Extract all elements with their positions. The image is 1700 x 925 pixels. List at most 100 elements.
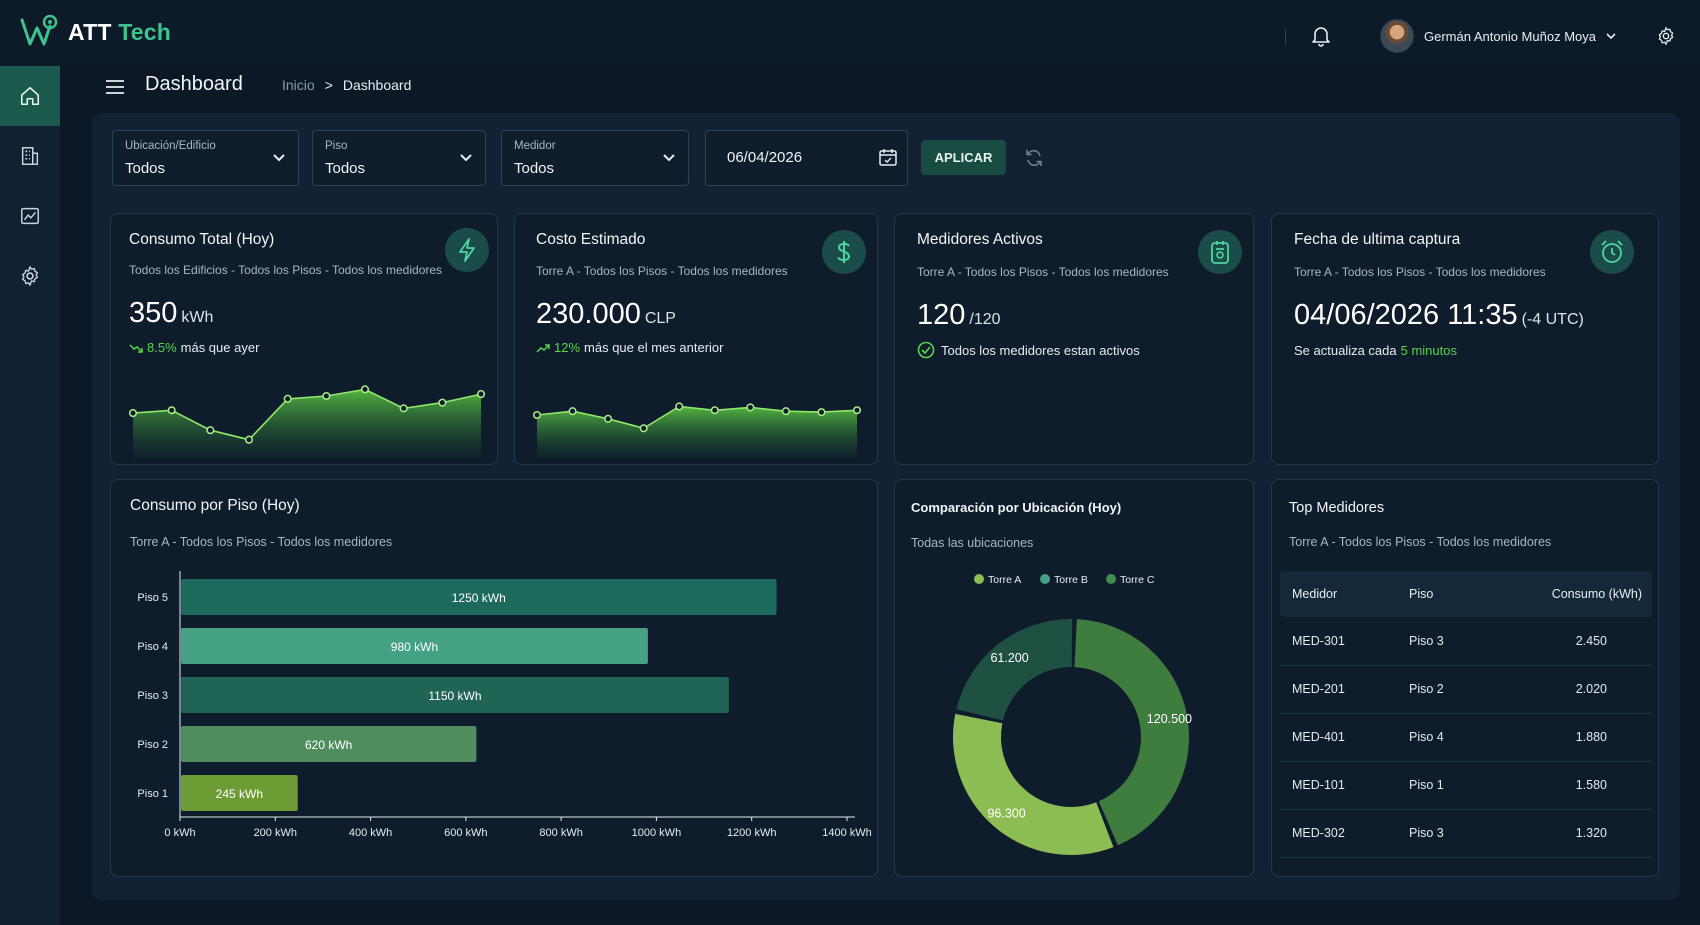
logo-icon <box>20 14 58 46</box>
column-header-consumo[interactable]: Consumo (kWh) <box>1551 587 1642 601</box>
date-field[interactable]: 06/04/2026 <box>705 130 908 186</box>
brand-suffix: Tech <box>118 18 171 45</box>
category-label: Piso 2 <box>137 739 168 751</box>
slice-value-label: 120.500 <box>1147 712 1192 726</box>
meter-select[interactable]: Medidor Todos <box>501 130 689 186</box>
brand-name: ATT <box>68 18 112 45</box>
bar-value-label: 980 kWh <box>391 640 438 654</box>
trend-down-icon <box>129 343 143 353</box>
legend-swatch <box>1106 574 1116 584</box>
meter-select-value: Todos <box>514 160 555 177</box>
bar <box>181 628 648 664</box>
sidebar-item-buildings[interactable] <box>0 126 60 186</box>
donut-slice <box>1074 619 1189 846</box>
floor-chart-card: Consumo por Piso (Hoy) Torre A - Todos l… <box>110 479 878 877</box>
breadcrumb-current: Dashboard <box>342 77 412 93</box>
x-tick-label: 1400 kWh <box>822 827 872 839</box>
location-select-value: Todos <box>125 160 166 177</box>
table-row[interactable]: MED-301 Piso 3 2.450 <box>1280 617 1652 666</box>
category-label: Piso 5 <box>137 592 168 604</box>
location-select[interactable]: Ubicación/Edificio Todos <box>112 130 299 186</box>
donut-slice <box>956 619 1073 721</box>
legend-label: Torre B <box>1054 574 1088 586</box>
calendar-icon[interactable] <box>878 147 898 167</box>
donut-slice <box>953 713 1114 855</box>
medidores-status: Todos los medidores estan activos <box>917 341 1140 359</box>
consumo-value: 350 kWh <box>129 297 214 329</box>
table-header-bg <box>1280 571 1652 617</box>
table-row[interactable]: MED-101 Piso 1 1.580 <box>1280 761 1652 810</box>
card-title: Costo Estimado <box>536 231 646 248</box>
table-row[interactable]: MED-302 Piso 3 1.320 <box>1280 809 1652 858</box>
top-bar <box>0 0 1700 66</box>
chart-icon <box>21 207 39 225</box>
x-tick-label: 800 kWh <box>539 827 582 839</box>
x-tick-label: 400 kWh <box>349 827 392 839</box>
captura-update: Se actualiza cada 5 minutos <box>1294 343 1457 358</box>
menu-icon[interactable] <box>105 78 125 96</box>
sparkline-point <box>781 407 790 416</box>
category-label: Piso 4 <box>137 641 168 653</box>
slice-value-label: 61.200 <box>990 651 1028 665</box>
user-menu[interactable]: Germán Antonio Muñoz Moya <box>1380 19 1616 53</box>
home-icon <box>20 86 40 106</box>
building-icon <box>21 147 39 165</box>
settings-icon[interactable] <box>1655 25 1677 47</box>
user-name: Germán Antonio Muñoz Moya <box>1424 28 1596 44</box>
bar <box>181 677 729 713</box>
sparkline-line <box>132 388 482 441</box>
alarm-clock-icon <box>1590 230 1634 274</box>
chevron-down-icon <box>460 154 472 162</box>
sparkline-point <box>568 407 577 416</box>
sparkline-point <box>817 408 826 417</box>
top-meters-table: Medidor Piso Consumo (kWh) MED-301 Piso 3… <box>1280 571 1652 858</box>
floor-select-value: Todos <box>325 160 366 177</box>
floor-bar-chart: Piso 5 1250 kWh Piso 4 980 kWh Piso 3 1150 kW… <box>137 571 872 839</box>
apply-button[interactable]: APLICAR <box>921 140 1006 175</box>
floor-select[interactable]: Piso Todos <box>312 130 486 186</box>
legend-swatch <box>974 574 984 584</box>
refresh-icon[interactable] <box>1023 147 1045 169</box>
breadcrumb: Inicio > Dashboard <box>282 77 411 93</box>
lightning-icon <box>445 228 489 272</box>
logo[interactable]: ATT Tech <box>20 14 171 50</box>
location-donut-chart: Torre A Torre B Torre C 120.500 96.300 61.200 <box>953 574 1192 855</box>
sidebar-item-settings[interactable] <box>0 246 60 306</box>
bar-value-label: 620 kWh <box>305 738 352 752</box>
breadcrumb-home[interactable]: Inicio <box>282 77 315 93</box>
bar <box>181 726 477 762</box>
table-header-row: Medidor Piso Consumo (kWh) <box>1280 571 1652 617</box>
card-title: Consumo Total (Hoy) <box>129 231 275 248</box>
trend-up-icon <box>536 343 550 353</box>
legend-label: Torre A <box>988 574 1021 586</box>
legend-label: Torre C <box>1120 574 1155 586</box>
sparkline-point <box>710 406 719 415</box>
sparkline-point <box>206 426 215 435</box>
medidores-value: 120/120 <box>917 299 1001 331</box>
sparkline-point <box>322 391 331 401</box>
table-row[interactable]: MED-201 Piso 2 2.020 <box>1280 665 1652 714</box>
column-header-medidor[interactable]: Medidor <box>1292 587 1338 601</box>
sparkline-point <box>283 394 292 403</box>
consumo-card: Consumo Total (Hoy) Todos los Edificios … <box>110 213 498 465</box>
column-header-piso[interactable]: Piso <box>1409 587 1434 601</box>
sidebar-item-home[interactable] <box>0 66 60 126</box>
table-row[interactable]: MED-401 Piso 4 1.880 <box>1280 713 1652 762</box>
card-subtitle: Torre A - Todos los Pisos - Todos los me… <box>536 264 788 278</box>
legend-swatch <box>1040 574 1050 584</box>
sparkline-area <box>537 406 857 459</box>
sparkline-point <box>675 402 684 411</box>
costo-trend: 12% más que el mes anterior <box>536 340 723 355</box>
sparkline-point <box>852 406 861 415</box>
sparkline-point <box>399 404 408 413</box>
costo-card: Costo Estimado Torre A - Todos los Pisos… <box>514 213 878 465</box>
x-tick-label: 0 kWh <box>164 827 195 839</box>
sidebar <box>0 66 60 925</box>
card-title: Comparación por Ubicación (Hoy) <box>911 500 1122 515</box>
card-subtitle: Torre A - Todos los Pisos - Todos los me… <box>917 265 1169 279</box>
sidebar-item-reports[interactable] <box>0 186 60 246</box>
bell-icon[interactable] <box>1310 24 1332 48</box>
sparkline-point <box>639 424 648 433</box>
costo-sparkline <box>533 402 861 459</box>
card-subtitle: Todas las ubicaciones <box>911 536 1034 550</box>
